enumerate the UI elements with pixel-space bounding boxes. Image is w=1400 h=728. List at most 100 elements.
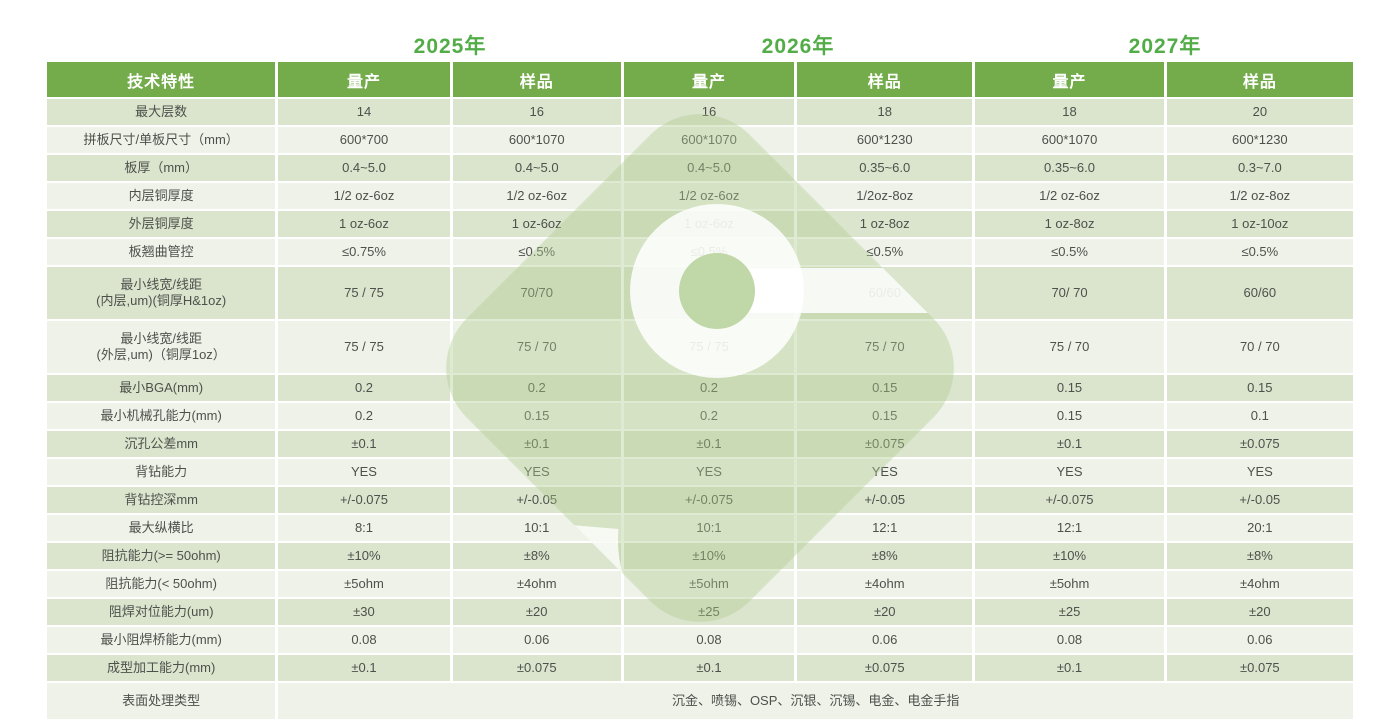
spec-cell: 10:1 [452, 515, 621, 541]
spec-cell: 0.15 [975, 403, 1164, 429]
spec-cell: ±20 [1166, 599, 1353, 625]
spec-cell: ±5ohm [975, 571, 1164, 597]
row-label: 阻抗能力(< 50ohm) [47, 571, 276, 597]
table-header-row: 技术特性 量产 样品 量产 样品 量产 样品 [47, 62, 1353, 97]
row-label: 外层铜厚度 [47, 211, 276, 237]
row-label: 最小阻焊桥能力(mm) [47, 627, 276, 653]
surface-finish-values: 沉金、喷锡、OSP、沉银、沉锡、电金、电金手指 [278, 683, 1353, 719]
spec-cell: 75 / 70 [797, 321, 973, 373]
spec-cell: 18 [797, 99, 973, 125]
spec-cell: 70/70 [452, 267, 621, 319]
spec-cell: 16 [623, 99, 795, 125]
row-label: 背钻能力 [47, 459, 276, 485]
spec-row: 阻抗能力(>= 50ohm) ±10% ±8% ±10% ±8% ±10% ±8% [47, 543, 1353, 569]
spec-cell: 20 [1166, 99, 1353, 125]
spec-cell: 0.06 [452, 627, 621, 653]
year-title-2026: 2026年 [761, 35, 835, 58]
spec-cell: 600*700 [278, 127, 450, 153]
spec-cell: ≤0.5% [975, 239, 1164, 265]
spec-cell: 1 oz-6oz [452, 211, 621, 237]
spec-cell: 70 / 70 [623, 267, 795, 319]
spec-cell: 75 / 70 [975, 321, 1164, 373]
spec-cell: 0.2 [623, 403, 795, 429]
column-header-sample-2025: 样品 [452, 62, 621, 97]
spec-cell: 1 oz-8oz [797, 211, 973, 237]
spec-cell: 0.2 [452, 375, 621, 401]
spec-cell: ±0.1 [452, 431, 621, 457]
spec-cell: ±8% [797, 543, 973, 569]
row-label: 阻焊对位能力(um) [47, 599, 276, 625]
spec-cell: +/-0.075 [975, 487, 1164, 513]
column-header-feature: 技术特性 [47, 62, 276, 97]
spec-cell: 0.2 [623, 375, 795, 401]
spec-cell: YES [797, 459, 973, 485]
spec-cell: 12:1 [797, 515, 973, 541]
spec-cell: 16 [452, 99, 621, 125]
spec-cell: 0.1 [1166, 403, 1353, 429]
spec-cell: 600*1070 [452, 127, 621, 153]
spec-cell: 0.15 [797, 375, 973, 401]
spec-row: 最大层数 14 16 16 18 18 20 [47, 99, 1353, 125]
spec-cell: 60/60 [1166, 267, 1353, 319]
row-label: 成型加工能力(mm) [47, 655, 276, 681]
spec-cell: ±0.075 [452, 655, 621, 681]
column-header-sample-2026: 样品 [797, 62, 973, 97]
spec-cell: ≤0.5% [623, 239, 795, 265]
spec-cell: YES [975, 459, 1164, 485]
spec-cell: ≤0.5% [797, 239, 973, 265]
spec-cell: 0.15 [452, 403, 621, 429]
spec-cell: 1 oz-8oz [975, 211, 1164, 237]
spec-cell: 0.08 [623, 627, 795, 653]
pcb-spec-table: 技术特性 量产 样品 量产 样品 量产 样品 最大层数 14 16 16 18 18 20 拼… [44, 60, 1356, 721]
row-label: 阻抗能力(>= 50ohm) [47, 543, 276, 569]
spec-cell: ±4ohm [797, 571, 973, 597]
row-label: 最小线宽/线距 (外层,um)（铜厚1oz） [47, 321, 276, 373]
spec-cell: 0.2 [278, 403, 450, 429]
column-header-sample-2027: 样品 [1166, 62, 1353, 97]
spec-cell: 1/2 oz-8oz [1166, 183, 1353, 209]
spec-cell: 0.3~7.0 [1166, 155, 1353, 181]
spec-cell: 600*1070 [975, 127, 1164, 153]
row-label: 板厚（mm） [47, 155, 276, 181]
spec-cell: 0.06 [797, 627, 973, 653]
spec-cell: ±25 [975, 599, 1164, 625]
spec-cell: ±4ohm [1166, 571, 1353, 597]
spec-cell: YES [623, 459, 795, 485]
spec-row: 阻焊对位能力(um) ±30 ±20 ±25 ±20 ±25 ±20 [47, 599, 1353, 625]
spec-cell: 0.4~5.0 [278, 155, 450, 181]
spec-cell: ±10% [278, 543, 450, 569]
year-header-row: 2025年 2026年 2027年 [0, 30, 1400, 58]
spec-cell: ±25 [623, 599, 795, 625]
spec-cell: ±0.075 [797, 431, 973, 457]
spec-cell: 14 [278, 99, 450, 125]
spec-cell: ±0.075 [797, 655, 973, 681]
spec-row: 背钻控深mm +/-0.075 +/-0.05 +/-0.075 +/-0.05 +/-0… [47, 487, 1353, 513]
column-header-mass-2026: 量产 [623, 62, 795, 97]
spec-cell: ≤0.5% [452, 239, 621, 265]
spec-cell: ±0.1 [623, 431, 795, 457]
row-label: 最大层数 [47, 99, 276, 125]
spec-row: 外层铜厚度 1 oz-6oz 1 oz-6oz 1 oz-6oz 1 oz-8oz 1 o… [47, 211, 1353, 237]
spec-cell: YES [452, 459, 621, 485]
spec-cell: ≤0.5% [1166, 239, 1353, 265]
spec-cell: 0.35~6.0 [797, 155, 973, 181]
spec-cell: ±0.1 [623, 655, 795, 681]
spec-row: 表面处理类型 沉金、喷锡、OSP、沉银、沉锡、电金、电金手指 [47, 683, 1353, 719]
spec-row: 最小线宽/线距 (外层,um)（铜厚1oz） 75 / 75 75 / 70 75 /… [47, 321, 1353, 373]
row-label: 最小线宽/线距 (内层,um)(铜厚H&1oz) [47, 267, 276, 319]
spec-row: 背钻能力 YES YES YES YES YES YES [47, 459, 1353, 485]
spec-cell: ±10% [623, 543, 795, 569]
column-header-mass-2025: 量产 [278, 62, 450, 97]
spec-cell: ±0.075 [1166, 431, 1353, 457]
spec-cell: YES [278, 459, 450, 485]
spec-cell: 1/2 oz-6oz [278, 183, 450, 209]
spec-cell: 0.2 [278, 375, 450, 401]
spec-cell: 70 / 70 [1166, 321, 1353, 373]
spec-row: 板翘曲管控 ≤0.75% ≤0.5% ≤0.5% ≤0.5% ≤0.5% ≤0.5% [47, 239, 1353, 265]
spec-cell: ±0.1 [975, 431, 1164, 457]
spec-cell: 600*1070 [623, 127, 795, 153]
spec-cell: 10:1 [623, 515, 795, 541]
spec-cell: 0.15 [797, 403, 973, 429]
spec-cell: 12:1 [975, 515, 1164, 541]
row-label: 最大纵横比 [47, 515, 276, 541]
